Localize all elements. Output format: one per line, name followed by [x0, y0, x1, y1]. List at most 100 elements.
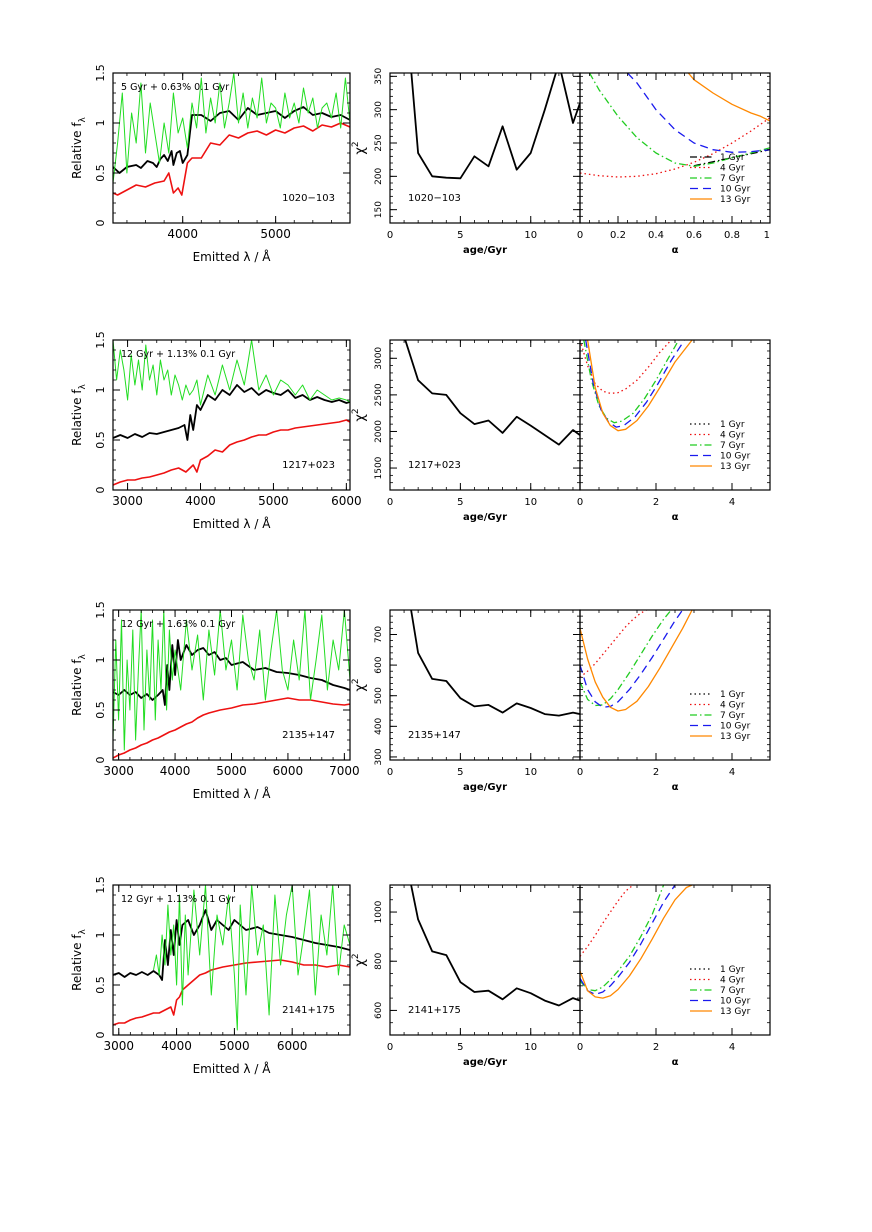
y-axis-label-main: Relative f — [70, 659, 84, 716]
y-tick-label: 250 — [374, 134, 384, 151]
legend-label-4-gyr: 4 Gyr — [720, 701, 745, 711]
y-tick-label: 1.5 — [94, 331, 107, 349]
panel-chi2_age-2: 0 5 10 300 400 500 600 700 age/Gyr χ2 2135+147 — [351, 609, 581, 793]
series-10-gyr — [580, 885, 676, 996]
x-axis-label: α — [672, 512, 679, 523]
x-tick-label: 0 — [577, 767, 583, 778]
x-tick-label: 5000 — [258, 494, 289, 508]
legend-label-13-gyr: 13 Gyr — [720, 1007, 751, 1017]
x-tick-label: 2 — [653, 767, 659, 778]
y-tick-label: 1500 — [374, 456, 384, 479]
legend-label-1-gyr: 1 Gyr — [720, 965, 745, 975]
object-label: 1217+023 — [408, 460, 461, 471]
series-4-gyr — [580, 885, 634, 957]
series-continuum — [113, 122, 350, 196]
plot-area — [580, 610, 693, 712]
y-tick-label: 200 — [374, 167, 384, 184]
y-tick-label: 600 — [374, 656, 384, 673]
y-tick-label: 350 — [374, 67, 384, 84]
panel-spectrum-3: 3000 4000 5000 6000 0 0.5 1 1.5 Emitted λ / Å Rel… — [70, 876, 351, 1076]
y-tick-label: 0.5 — [94, 164, 107, 182]
y-tick-label: 1 — [94, 120, 107, 127]
series-4-gyr — [580, 340, 672, 395]
y-tick-label: 800 — [374, 952, 384, 969]
series-model — [113, 909, 350, 981]
x-axis-label: α — [672, 245, 679, 256]
legend-label-13-gyr: 13 Gyr — [720, 462, 751, 472]
y-tick-label: 0 — [94, 487, 107, 494]
legend-label-7-gyr: 7 Gyr — [720, 711, 745, 721]
y-tick-label: 3000 — [374, 347, 384, 370]
y-axis-label-superscript: 2 — [351, 408, 361, 414]
y-axis-label-subscript: λ — [78, 116, 88, 122]
x-tick-label: 3000 — [104, 1039, 135, 1053]
series-13-gyr — [580, 610, 693, 712]
y-axis-label: χ2 — [351, 678, 368, 691]
series-chi2 — [410, 610, 580, 717]
legend-label-10-gyr: 10 Gyr — [720, 185, 751, 195]
x-tick-label: 0 — [387, 767, 393, 778]
y-tick-label: 1.5 — [94, 64, 107, 82]
x-tick-label: 0.2 — [610, 230, 626, 241]
panel-chi2_age-0: 0 5 10 150 200 250 300 350 age/Gyr χ2 1020−103 — [351, 67, 581, 256]
x-axis-label: Emitted λ / Å — [193, 1061, 272, 1076]
object-label: 2141+175 — [282, 1005, 335, 1016]
x-tick-label: 3000 — [112, 494, 143, 508]
series-continuum — [113, 959, 350, 1026]
object-label: 1020−103 — [282, 193, 335, 204]
x-tick-label: 2 — [653, 1042, 659, 1053]
x-tick-label: 7000 — [329, 764, 360, 778]
series-continuum — [113, 697, 350, 759]
x-tick-label: 5 — [457, 1042, 463, 1053]
x-axis-label: Emitted λ / Å — [193, 516, 272, 531]
x-tick-label: 5 — [457, 230, 463, 241]
y-axis-label: Relative fλ — [70, 383, 88, 445]
x-tick-label: 4000 — [185, 494, 216, 508]
panel-chi2_age-1: 0 5 10 1500 2000 2500 3000 age/Gyr χ2 1217+023 — [351, 339, 581, 523]
panel-spectrum-0: 4000 5000 0 0.5 1 1.5 Emitted λ / Å Relative fλ… — [70, 64, 351, 264]
plot-area — [410, 885, 580, 1007]
plot-area — [410, 73, 580, 180]
y-tick-label: 1000 — [374, 900, 384, 923]
model-annotation: 5 Gyr + 0.63% 0.1 Gyr — [121, 82, 229, 93]
x-axis-label: age/Gyr — [463, 782, 507, 793]
y-tick-label: 1.5 — [94, 601, 107, 619]
series-4-gyr — [580, 610, 647, 678]
y-axis-label: χ2 — [351, 408, 368, 421]
x-tick-label: 0.4 — [648, 230, 664, 241]
plot-area — [113, 610, 350, 759]
panel-spectrum-2: 3000 4000 5000 6000 7000 0 0.5 1 1.5 Emitted λ / … — [70, 601, 360, 801]
series-chi2 — [410, 885, 580, 1007]
y-tick-label: 1 — [94, 387, 107, 394]
legend-label-10-gyr: 10 Gyr — [720, 452, 751, 462]
legend-label-4-gyr: 4 Gyr — [720, 431, 745, 441]
x-tick-label: 0.8 — [724, 230, 740, 241]
y-axis-label-superscript: 2 — [351, 678, 361, 684]
x-tick-label: 4000 — [167, 227, 198, 241]
x-tick-label: 0 — [577, 230, 583, 241]
series-observed — [113, 610, 350, 751]
y-tick-label: 400 — [374, 717, 384, 734]
axes-frame — [112, 72, 351, 224]
y-axis-label: Relative fλ — [70, 928, 88, 990]
y-axis-label-main: χ — [353, 959, 368, 967]
series-observed — [153, 885, 350, 1031]
plot-area — [404, 340, 580, 446]
legend-label-4-gyr: 4 Gyr — [720, 976, 745, 986]
series-7-gyr — [588, 73, 770, 167]
y-tick-label: 1 — [94, 932, 107, 939]
y-axis-label-subscript: λ — [78, 383, 88, 389]
series-model — [113, 106, 350, 174]
x-axis-label: Emitted λ / Å — [193, 249, 272, 264]
x-tick-label: 0.6 — [686, 230, 702, 241]
y-tick-label: 0 — [94, 1032, 107, 1039]
object-label: 2141+175 — [408, 1005, 461, 1016]
y-axis-label-main: Relative f — [70, 934, 84, 991]
series-10-gyr — [627, 73, 770, 153]
legend-label-7-gyr: 7 Gyr — [720, 986, 745, 996]
x-tick-label: 4 — [729, 497, 735, 508]
x-tick-label: 0 — [577, 1042, 583, 1053]
object-label: 2135+147 — [408, 730, 461, 741]
